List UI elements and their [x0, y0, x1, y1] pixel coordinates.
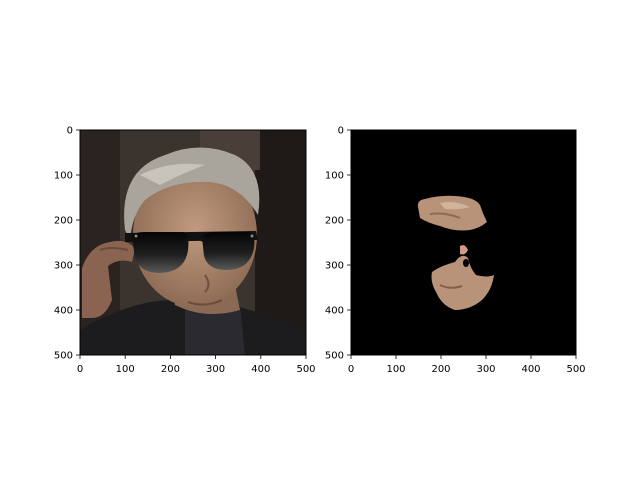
face-photo — [80, 130, 306, 355]
y-tick-label: 100 — [54, 171, 73, 182]
x-tick-label: 300 — [206, 364, 225, 375]
y-tick-label: 100 — [325, 171, 344, 182]
right-axes: 0 100 200 300 400 500 0 100 200 300 400 500 — [325, 126, 586, 376]
y-tick-label: 400 — [54, 306, 73, 317]
x-tick-label: 400 — [521, 364, 540, 375]
x-tick-label: 100 — [386, 364, 405, 375]
left-image-panel: 0 100 200 300 400 500 0 100 200 300 400 500 — [54, 126, 316, 376]
y-tick-label: 500 — [325, 351, 344, 362]
y-tick-label: 300 — [325, 261, 344, 272]
x-tick-label: 500 — [296, 364, 315, 375]
y-tick-label: 0 — [67, 126, 73, 137]
segmentation-mask — [351, 130, 576, 355]
left-axes: 0 100 200 300 400 500 0 100 200 300 400 500 — [54, 126, 316, 376]
y-tick-label: 300 — [54, 261, 73, 272]
x-tick-label: 0 — [348, 364, 354, 375]
y-tick-label: 0 — [338, 126, 344, 137]
x-tick-label: 400 — [251, 364, 270, 375]
x-tick-label: 200 — [161, 364, 180, 375]
sunglasses — [125, 231, 258, 273]
x-tick-label: 200 — [431, 364, 450, 375]
x-tick-label: 500 — [566, 364, 585, 375]
x-tick-label: 0 — [77, 364, 83, 375]
y-tick-label: 500 — [54, 351, 73, 362]
x-tick-label: 300 — [476, 364, 495, 375]
right-image-panel: 0 100 200 300 400 500 0 100 200 300 400 500 — [325, 126, 586, 376]
y-tick-label: 200 — [54, 216, 73, 227]
y-tick-label: 200 — [325, 216, 344, 227]
x-tick-label: 100 — [116, 364, 135, 375]
y-tick-label: 400 — [325, 306, 344, 317]
